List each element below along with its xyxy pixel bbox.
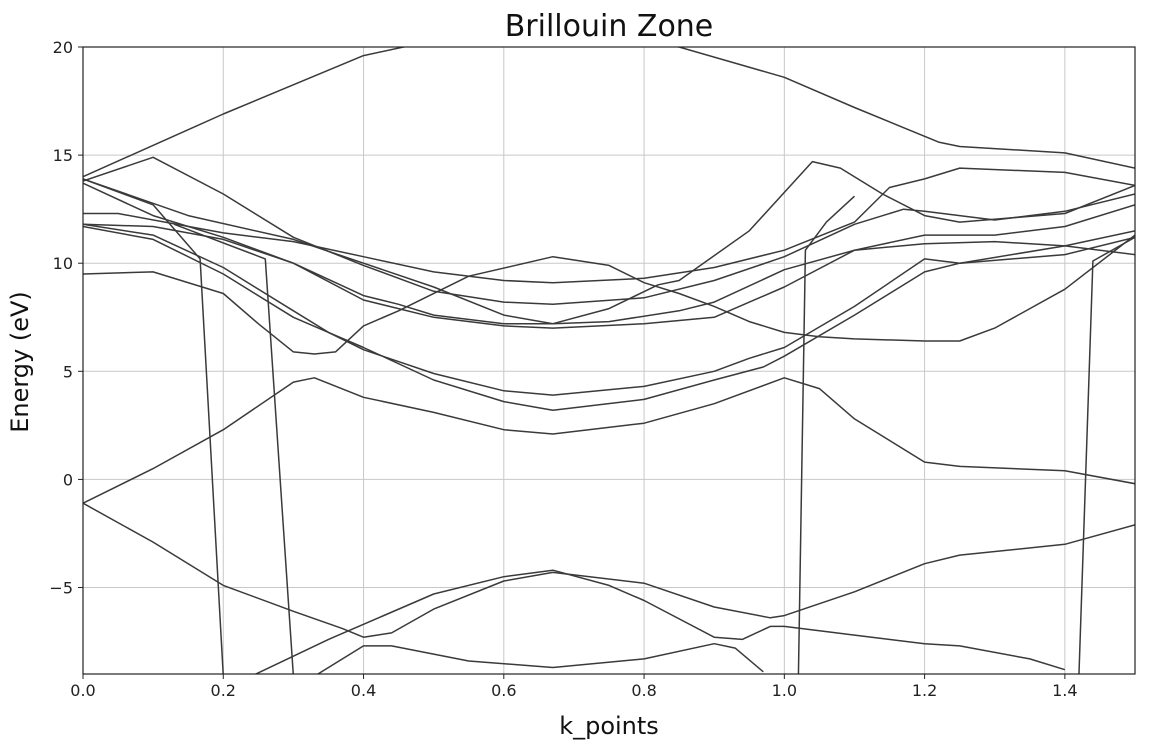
band-lines	[83, 47, 1135, 674]
band-line-1	[83, 47, 1135, 178]
x-tick-label: 0.0	[70, 681, 95, 700]
band-line-16	[797, 195, 856, 674]
y-tick-label: 0	[63, 470, 73, 489]
band-line-2	[83, 156, 1135, 306]
y-tick-label: 20	[53, 38, 73, 57]
band-line-8	[83, 225, 1135, 411]
y-axis-ticks: −5 0 5 10 15 20	[49, 38, 83, 598]
y-tick-label: 5	[63, 362, 73, 381]
y-tick-label: −5	[49, 579, 73, 598]
x-tick-label: 0.4	[351, 681, 376, 700]
x-tick-label: 1.4	[1052, 681, 1077, 700]
band-line-6	[83, 223, 1135, 325]
x-tick-label: 0.8	[631, 681, 656, 700]
band-line-14	[83, 178, 224, 674]
band-line-4	[83, 167, 1135, 284]
x-tick-label: 1.0	[772, 681, 797, 700]
band-line-10	[83, 377, 1135, 504]
band-line-7	[83, 223, 1135, 396]
y-tick-label: 15	[53, 146, 73, 165]
band-line-12	[254, 569, 1066, 674]
band-line-3	[83, 160, 1135, 325]
x-axis-ticks: 0.0 0.2 0.4 0.6 0.8 1.0 1.2 1.4	[70, 674, 1078, 700]
y-tick-label: 10	[53, 254, 73, 273]
band-line-17	[1078, 236, 1135, 674]
chart-title: Brillouin Zone	[505, 9, 714, 44]
x-tick-label: 0.2	[211, 681, 236, 700]
band-line-15	[173, 223, 295, 674]
plot-frame	[82, 46, 1136, 675]
x-axis-label: k_points	[559, 712, 659, 740]
band-line-11	[83, 502, 1135, 638]
x-tick-label: 0.6	[491, 681, 516, 700]
band-line-5	[83, 182, 1135, 329]
band-line-13	[316, 642, 764, 674]
y-axis-label: Energy (eV)	[6, 291, 34, 433]
x-tick-label: 1.2	[912, 681, 937, 700]
band-line-9	[83, 234, 1135, 355]
